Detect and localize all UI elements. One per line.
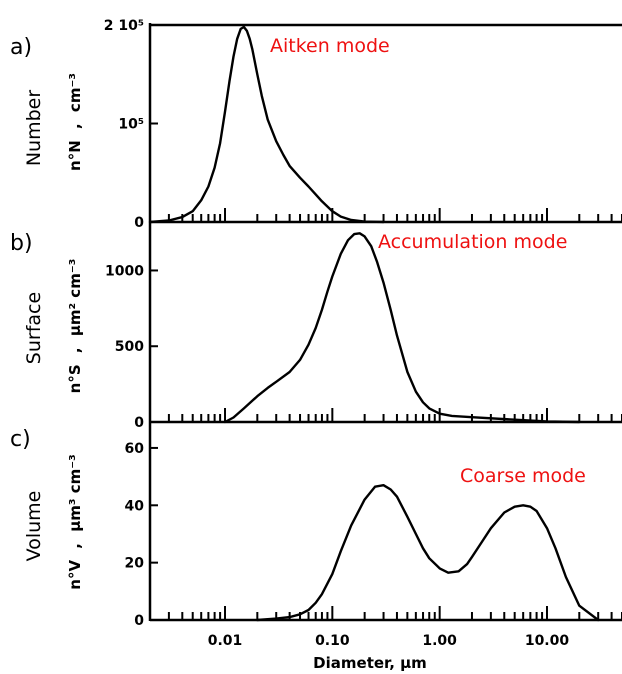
y-tick-label: 0 [134, 215, 144, 231]
x-tick-label: 10.00 [525, 633, 570, 649]
panel-number: 0 10⁵ 2 10⁵ [104, 18, 622, 231]
ylabel-volume-symbol: n°V [66, 560, 84, 590]
y-tick-label: 40 [125, 498, 145, 514]
panel-b-letter: b) [10, 231, 33, 256]
x-axis-label: Diameter, μm [313, 654, 427, 672]
x-tick-label: 0.01 [208, 633, 243, 649]
panel-volume: 0 20 40 60 [125, 423, 622, 629]
ylabel-surface: n°S , μm² cm⁻³ [66, 259, 84, 394]
svg-text:n°N , cm⁻³: n°N , cm⁻³ [66, 73, 84, 171]
ylabel-volume: n°V , μm³ cm⁻³ [66, 454, 84, 589]
ylabel-number-symbol: n°N [66, 140, 84, 171]
y-tick-label: 0 [134, 613, 144, 629]
x-tick-label: 1.00 [422, 633, 457, 649]
y-tick-label: 0 [134, 415, 144, 431]
svg-text:n°V , μm³ cm⁻³: n°V , μm³ cm⁻³ [66, 454, 84, 589]
x-tick-label: 0.10 [315, 633, 350, 649]
panel-surface: 0 500 1000 [105, 223, 622, 431]
ylabel-number: n°N , cm⁻³ [66, 73, 84, 171]
ylabel-number-comma: , [66, 123, 84, 129]
ylabel-number-unit: cm⁻³ [66, 73, 84, 112]
y-tick-label: 2 10⁵ [104, 18, 144, 34]
ylabel-surface-comma: , [66, 347, 84, 353]
annotation-accumulation-mode: Accumulation mode [378, 231, 567, 253]
x-tick-labels: 0.01 0.10 1.00 10.00 [208, 633, 570, 649]
distribution-curve [223, 232, 581, 424]
side-label-surface: Surface [23, 292, 45, 364]
y-tick-label: 10⁵ [118, 117, 144, 133]
annotation-coarse-mode: Coarse mode [460, 465, 586, 487]
y-tick-label: 20 [125, 556, 145, 572]
y-tick-label: 60 [125, 441, 145, 457]
panel-a-letter: a) [10, 35, 32, 60]
side-label-number: Number [23, 90, 45, 167]
ylabel-surface-unit: μm² cm⁻³ [66, 259, 84, 336]
panel-c-letter: c) [10, 427, 31, 452]
y-tick-label: 1000 [105, 263, 144, 279]
y-tick-label: 500 [115, 339, 144, 355]
annotation-aitken-mode: Aitken mode [270, 35, 390, 57]
side-label-volume: Volume [23, 491, 45, 562]
ylabel-volume-unit: μm³ cm⁻³ [66, 454, 84, 531]
ylabel-volume-comma: , [66, 543, 84, 549]
distribution-curve [256, 484, 600, 622]
svg-text:n°S , μm² cm⁻³: n°S , μm² cm⁻³ [66, 259, 84, 394]
distribution-curve [148, 25, 385, 224]
ylabel-surface-symbol: n°S [66, 364, 84, 393]
